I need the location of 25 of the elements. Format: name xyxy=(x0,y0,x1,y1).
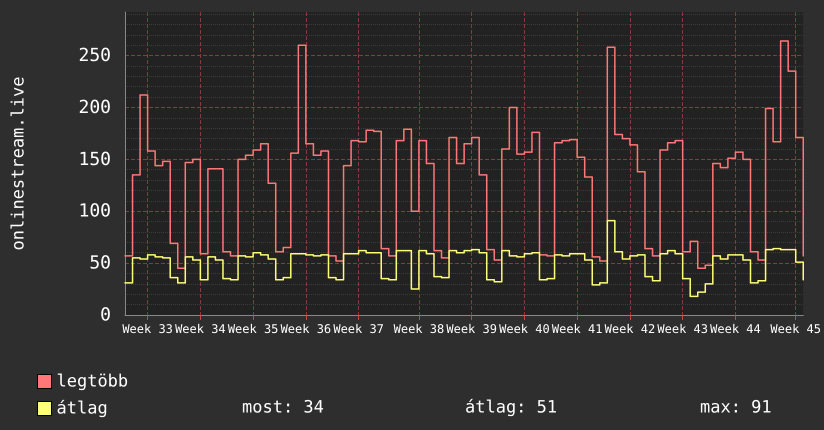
legend-label: átlag xyxy=(56,398,108,418)
y-tick-label: 200 xyxy=(78,96,111,118)
x-tick-label: Week 35 xyxy=(228,322,278,336)
x-tick-label: Week 42 xyxy=(604,322,656,336)
x-tick-label: Week 37 xyxy=(333,322,384,336)
y-tick-label: 50 xyxy=(89,252,111,274)
x-tick-label: Week 36 xyxy=(280,322,332,336)
x-tick-label: Week 33 xyxy=(122,322,173,336)
text: átlag: 51 xyxy=(465,398,558,418)
y-tick-label: 100 xyxy=(78,200,111,222)
y-tick-label: 0 xyxy=(100,304,111,326)
x-tick-label: Week 41 xyxy=(552,322,602,336)
text: most: 34 xyxy=(242,398,324,418)
text: max: 91 xyxy=(700,398,772,418)
y-axis-title: onlinestream.live xyxy=(8,76,28,250)
x-tick-label: Week 39 xyxy=(446,322,497,336)
x-tick-label: Week 45 xyxy=(770,322,822,336)
x-tick-label: Week 38 xyxy=(394,322,444,336)
x-tick-label: Week 40 xyxy=(499,322,550,336)
y-tick-label: 250 xyxy=(78,45,111,66)
x-tick-label: Week 44 xyxy=(710,322,761,336)
x-tick-label: Week 34 xyxy=(175,322,226,336)
x-tick-label: Week 43 xyxy=(657,322,708,336)
y-tick-label: 150 xyxy=(78,148,111,170)
legend-label: legtöbb xyxy=(56,372,128,392)
